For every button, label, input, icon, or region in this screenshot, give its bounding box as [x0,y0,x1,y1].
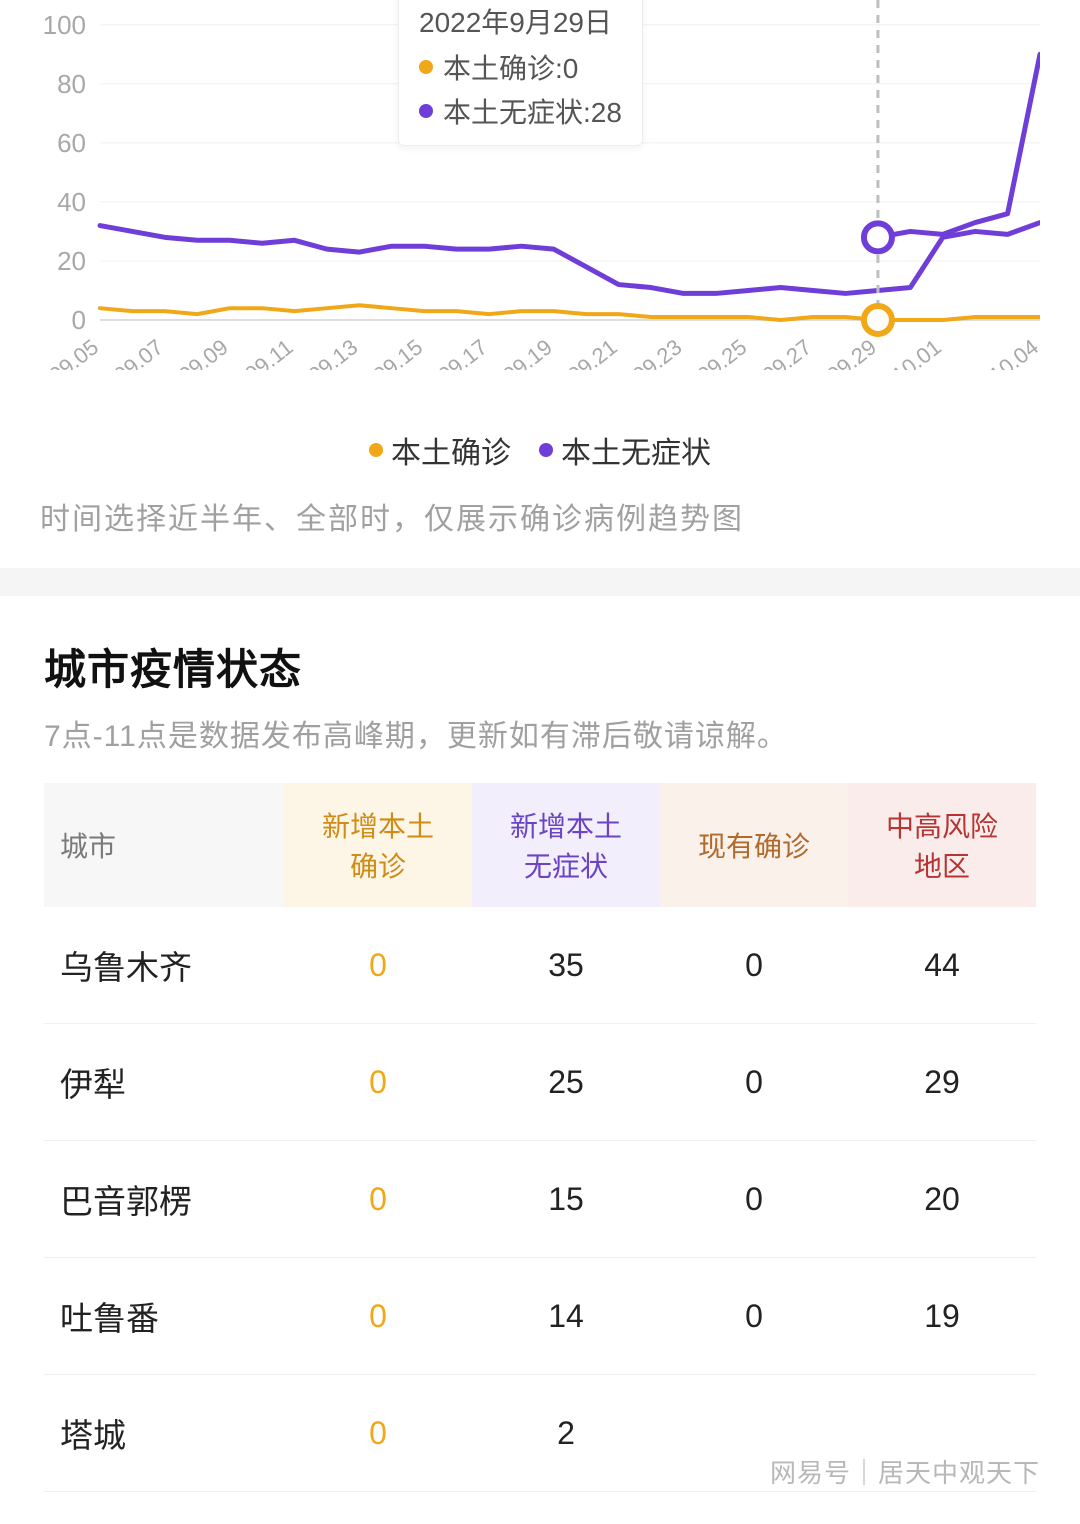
section-title: 城市疫情状态 [44,636,1036,697]
legend-item: 本土确诊 [369,428,511,472]
stat-cell: 25 [472,1024,660,1141]
svg-text:09.19: 09.19 [498,334,557,370]
svg-text:10.01: 10.01 [887,334,946,370]
city-name-cell: 吐鲁番 [44,1258,284,1375]
svg-text:09.17: 09.17 [433,334,492,370]
stat-cell: 35 [472,907,660,1024]
table-header-cell: 中高风险地区 [848,783,1036,907]
svg-text:40: 40 [57,187,86,217]
svg-text:09.07: 09.07 [109,334,168,370]
chart-legend: 本土确诊 本土无症状 [40,428,1040,472]
svg-text:09.15: 09.15 [368,334,427,370]
table-header-cell: 新增本土确诊 [284,783,472,907]
table-header-cell: 新增本土无症状 [472,783,660,907]
table-header-cell: 现有确诊 [660,783,848,907]
stat-cell: 19 [848,1258,1036,1375]
city-stats-table: 城市新增本土确诊新增本土无症状现有确诊中高风险地区乌鲁木齐035044伊犁025… [44,783,1036,1492]
legend-label: 本土无症状 [561,428,711,472]
table-row[interactable]: 吐鲁番014019 [44,1258,1036,1375]
stat-cell: 0 [660,1141,848,1258]
tooltip-dot-icon [419,104,433,118]
table-section: 城市疫情状态 7点-11点是数据发布高峰期，更新如有滞后敬请谅解。 城市新增本土… [0,596,1080,1492]
svg-text:09.25: 09.25 [693,334,752,370]
stat-cell: 29 [848,1024,1036,1141]
tooltip-date: 2022年9月29日 [419,1,622,41]
stat-cell: 15 [472,1141,660,1258]
stat-cell: 0 [284,1375,472,1492]
stat-cell: 0 [284,1258,472,1375]
legend-item: 本土无症状 [539,428,711,472]
legend-dot-icon [369,443,383,457]
chart-caption: 时间选择近半年、全部时，仅展示确诊病例趋势图 [40,494,1040,538]
svg-text:09.21: 09.21 [563,334,622,370]
city-name-cell: 乌鲁木齐 [44,907,284,1024]
stat-cell: 14 [472,1258,660,1375]
svg-text:09.11: 09.11 [240,334,297,370]
stat-cell: 0 [660,907,848,1024]
stat-cell: 0 [660,1258,848,1375]
watermark: 网易号｜居天中观天下 [770,1453,1040,1490]
table-header-cell: 城市 [44,783,284,907]
svg-text:09.13: 09.13 [304,334,363,370]
legend-dot-icon [539,443,553,457]
city-name-cell: 伊犁 [44,1024,284,1141]
table-row[interactable]: 伊犁025029 [44,1024,1036,1141]
svg-text:100: 100 [43,10,86,40]
svg-text:0: 0 [72,305,86,335]
tooltip-row: 本土确诊:0 [419,47,622,87]
section-divider [0,568,1080,596]
table-row[interactable]: 乌鲁木齐035044 [44,907,1036,1024]
stat-cell: 44 [848,907,1036,1024]
chart-section: 2022年9月29日 本土确诊:0 本土无症状:28 0 20 40 60 80 100 0… [0,0,1080,568]
svg-text:09.27: 09.27 [757,334,816,370]
svg-text:10.04: 10.04 [984,334,1040,370]
tooltip-text: 本土无症状:28 [443,91,622,131]
svg-text:09.29: 09.29 [822,334,881,370]
stat-cell: 2 [472,1375,660,1492]
svg-text:80: 80 [57,69,86,99]
table-header-row: 城市新增本土确诊新增本土无症状现有确诊中高风险地区 [44,783,1036,907]
stat-cell: 0 [284,907,472,1024]
svg-text:60: 60 [57,128,86,158]
svg-text:09.09: 09.09 [174,334,233,370]
chart-tooltip: 2022年9月29日 本土确诊:0 本土无症状:28 [398,0,643,146]
table-row[interactable]: 巴音郭楞015020 [44,1141,1036,1258]
city-name-cell: 巴音郭楞 [44,1141,284,1258]
tooltip-text: 本土确诊:0 [443,47,578,87]
stat-cell: 0 [284,1141,472,1258]
legend-label: 本土确诊 [391,428,511,472]
svg-text:09.05: 09.05 [44,334,103,370]
chart-container: 2022年9月29日 本土确诊:0 本土无症状:28 0 20 40 60 80 100 0… [40,0,1040,390]
svg-text:20: 20 [57,246,86,276]
city-name-cell: 塔城 [44,1375,284,1492]
stat-cell: 20 [848,1141,1036,1258]
stat-cell: 0 [660,1024,848,1141]
section-subtitle: 7点-11点是数据发布高峰期，更新如有滞后敬请谅解。 [44,711,1036,755]
stat-cell: 0 [284,1024,472,1141]
svg-text:09.23: 09.23 [628,334,687,370]
tooltip-row: 本土无症状:28 [419,91,622,131]
tooltip-dot-icon [419,60,433,74]
